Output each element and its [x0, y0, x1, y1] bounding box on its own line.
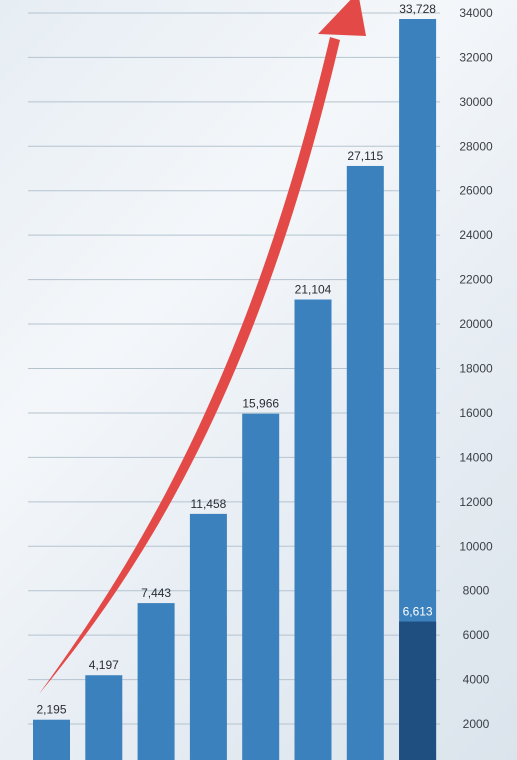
- highlight-bar-segment: [399, 621, 437, 760]
- y-tick-label: 18000: [459, 362, 493, 376]
- y-tick-label: 20000: [459, 317, 493, 331]
- trend-arrow-head: [318, 0, 366, 36]
- y-tick-label: 8000: [463, 584, 490, 598]
- bar: [346, 165, 384, 760]
- bar: [85, 675, 123, 760]
- y-tick-label: 4000: [463, 673, 490, 687]
- y-tick-label: 6000: [463, 628, 490, 642]
- y-axis-ticks: 2000 4000 6000 8000 10000 12000 14000 16000 1800…: [459, 6, 493, 731]
- y-tick-label: 32000: [459, 50, 493, 64]
- bar: [189, 513, 227, 760]
- bar-value-label: 15,966: [242, 397, 279, 411]
- trend-arrow: [39, 0, 366, 694]
- bar: [294, 299, 332, 760]
- bar-value-label: 27,115: [347, 149, 383, 163]
- bar: [33, 719, 70, 760]
- y-tick-label: 34000: [459, 6, 493, 20]
- bar-value-label: 2,195: [36, 703, 66, 717]
- bar-value-label: 7,443: [141, 586, 171, 600]
- y-tick-label: 22000: [459, 273, 493, 287]
- y-tick-label: 24000: [459, 228, 493, 242]
- y-tick-label: 10000: [459, 539, 493, 553]
- highlight-value-label: 6,613: [403, 605, 433, 619]
- y-tick-label: 28000: [459, 139, 493, 153]
- y-tick-label: 26000: [459, 184, 493, 198]
- bar-value-label: 4,197: [89, 658, 119, 672]
- bars: [33, 18, 437, 760]
- y-tick-label: 12000: [459, 495, 493, 509]
- bar-value-labels: 2,195 4,197 7,443 11,458 15,966 21,104 27,115 3…: [36, 2, 436, 717]
- y-tick-label: 16000: [459, 406, 493, 420]
- bar-value-label: 21,104: [295, 283, 332, 297]
- bar: [137, 603, 175, 760]
- bar: [242, 413, 280, 760]
- y-tick-label: 14000: [459, 450, 493, 464]
- bar-value-label: 33,728: [399, 2, 436, 16]
- bar-value-label: 11,458: [190, 497, 226, 511]
- y-tick-label: 2000: [463, 717, 490, 731]
- y-tick-label: 30000: [459, 95, 493, 109]
